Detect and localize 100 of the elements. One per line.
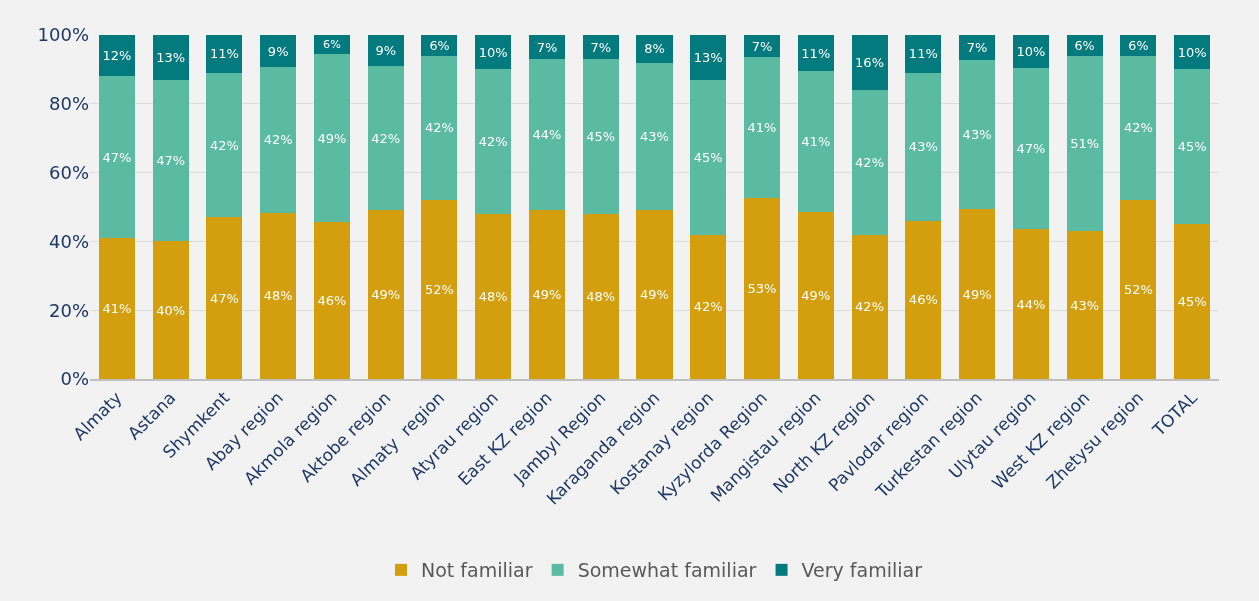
bar [152,79,189,242]
data-label: 42% [371,130,401,146]
bar [690,35,727,80]
bar [797,35,834,72]
data-label: 42% [263,132,293,148]
bar [98,76,135,238]
bar [1012,68,1049,230]
data-label: 47% [209,290,239,306]
bar [744,57,781,198]
bar [905,220,942,379]
bar [1066,231,1103,379]
data-label: 6% [323,38,342,52]
legend-label: Very familiar [801,559,923,582]
bar [744,197,781,379]
data-label: 9% [375,42,396,58]
data-label: 49% [640,287,669,303]
data-label: 41% [801,134,831,150]
data-label: 49% [532,287,562,303]
data-label: 16% [855,55,884,71]
data-label: 7% [966,40,988,56]
bar [475,69,512,214]
data-label: 48% [478,288,508,304]
data-label: 11% [908,46,938,62]
bar [313,222,350,379]
data-label: 45% [693,149,723,165]
bar [959,60,996,210]
data-label: 46% [317,293,347,309]
data-label: 45% [586,128,616,144]
bar [98,35,135,77]
bar [797,212,834,379]
data-label: 47% [1016,141,1046,157]
data-label: 43% [1070,297,1100,313]
bar [851,90,888,235]
bar [1120,200,1157,379]
bar [421,55,458,201]
data-label: 42% [855,154,884,170]
data-label: 6% [1074,37,1095,53]
data-label: 41% [747,120,777,136]
bar [152,35,189,80]
data-label: 49% [801,288,831,304]
data-label: 52% [1123,282,1153,298]
data-label: 48% [263,288,293,304]
data-label: 42% [478,134,508,150]
data-label: 52% [425,282,454,298]
bar [690,234,727,379]
data-label: 8% [644,41,665,57]
bar [1012,229,1049,379]
data-label: 42% [425,120,454,136]
y-tick-label: 80% [48,93,89,115]
bar [475,213,512,379]
y-tick-label: 20% [48,299,89,321]
data-label: 44% [532,127,562,143]
bar [98,237,135,379]
data-label: 10% [478,44,508,60]
data-label: 6% [429,37,450,53]
data-label: 44% [1016,296,1046,312]
bar [152,241,189,379]
data-label: 45% [1177,139,1207,155]
bar [260,67,297,213]
bar [797,71,834,213]
data-label: 43% [640,128,669,144]
bar [1174,224,1211,379]
data-label: 40% [156,302,186,318]
bar [1120,55,1157,201]
data-label: 7% [590,39,612,55]
bar [367,210,404,379]
data-label: 42% [209,137,239,153]
legend-label: Somewhat familiar [577,559,757,582]
y-tick-label: 100% [37,24,89,46]
bar [313,53,350,223]
bar [636,35,673,63]
bar [582,213,619,379]
bar [206,217,243,379]
data-label: 13% [693,49,723,65]
bar [367,65,404,211]
data-label: 42% [693,299,723,315]
data-label: 48% [586,288,616,304]
data-label: 10% [1016,44,1046,60]
data-label: 42% [1123,120,1153,136]
legend-label: Not familiar [421,559,533,582]
bar [690,79,727,235]
data-label: 7% [536,39,558,55]
data-label: 10% [1177,44,1207,60]
data-label: 47% [156,153,186,169]
bar [206,35,243,73]
bar [1174,69,1211,225]
bar [851,234,888,379]
bar [528,59,565,211]
data-label: 12% [102,48,132,64]
data-label: 47% [102,149,132,165]
bar [959,209,996,379]
data-label: 42% [855,299,884,315]
bar [260,212,297,379]
data-label: 41% [102,300,132,316]
bar [905,35,942,73]
data-label: 45% [1177,294,1207,310]
bar [582,59,619,214]
data-label: 49% [371,287,401,303]
bar [528,210,565,379]
y-tick-label: 40% [48,230,89,252]
